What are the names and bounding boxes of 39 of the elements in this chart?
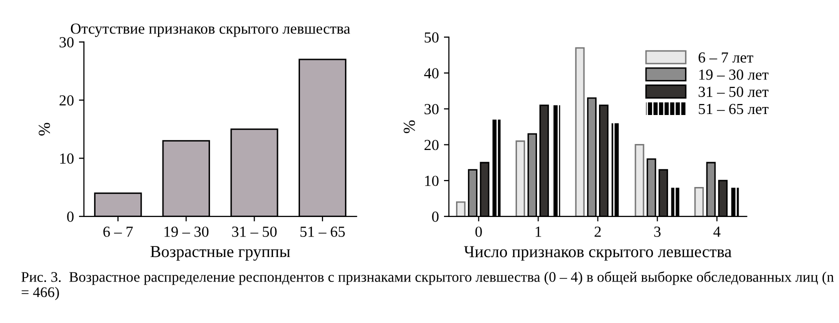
x-tick-label: 19 – 30 [164,226,208,237]
x-tick-label: 31 – 50 [232,226,277,237]
y-tick-label: 50 [424,32,439,43]
y-tick-label: 10 [425,176,439,186]
y-axis-title: % [38,122,50,136]
y-tick-label: 20 [60,95,74,106]
bar [516,140,526,216]
bar [634,144,644,216]
x-tick-label: 4 [713,226,721,237]
x-tick-label: 3 [654,226,661,237]
bar [671,188,680,216]
chart-title: Отсутствие признаков скрытого левшества [70,24,350,37]
y-tick-label: 40 [424,68,439,78]
bar [575,47,585,216]
text: Рис. 3. Возрастное распределение респондентов с признаками скрытого левшества (0 – 4) в общей выборке обследованных лиц (n = 466) [21,271,834,300]
bar [492,120,501,216]
bar [552,105,560,216]
y-tick-label: 0 [67,212,74,222]
x-tick-label: 2 [594,226,601,237]
x-axis-title: Возрастные группы [150,246,290,261]
legend-label: 31 – 50 лет [698,86,768,97]
x-tick-label: 6 – 7 [103,226,133,237]
bar [730,188,739,216]
bar [612,123,620,216]
legend-label: 19 – 30 лет [699,70,768,80]
legend-label: 6 – 7 лет [698,52,754,63]
y-tick-label: 30 [60,37,74,48]
y-tick-label: 10 [60,153,74,164]
x-tick-label: 0 [475,226,482,237]
y-axis-title: % [404,120,415,134]
bar [456,201,466,216]
y-tick-label: 20 [424,140,439,150]
legend-label: 51 – 65 лет [698,104,768,114]
bar [694,187,704,216]
y-tick-label: 0 [432,212,439,222]
x-tick-label: 1 [536,226,542,237]
y-tick-label: 30 [424,104,439,114]
x-axis-title: Число признаков скрытого левшества [464,246,732,261]
x-tick-label: 51 – 65 [300,226,345,237]
